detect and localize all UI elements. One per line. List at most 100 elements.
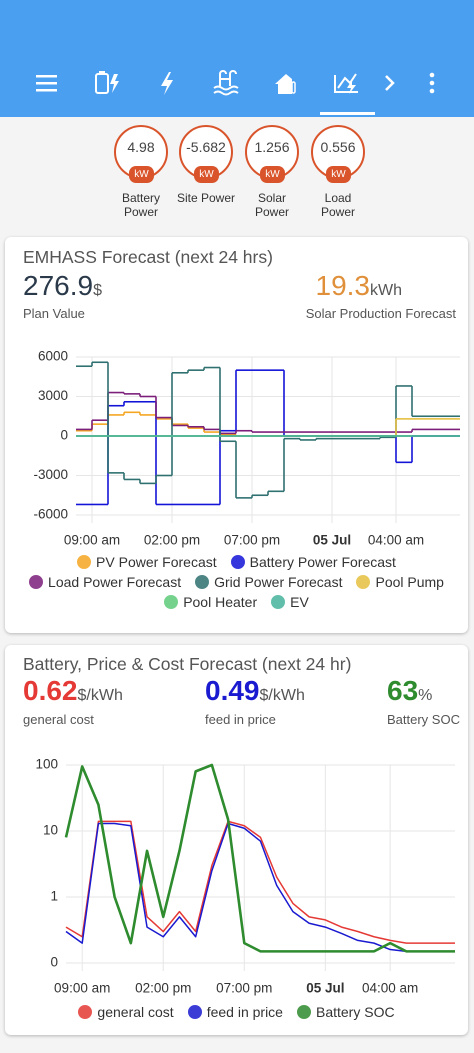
card-title: EMHASS Forecast (next 24 hrs) bbox=[23, 247, 273, 267]
gauge-value: 4.98 bbox=[127, 139, 155, 155]
legend-swatch bbox=[29, 575, 44, 589]
legend-item: Battery Power Forecast bbox=[230, 554, 396, 570]
x-tick-label: 05 Jul bbox=[306, 981, 344, 996]
legend-swatch bbox=[271, 595, 286, 609]
stat-number: 0.49 bbox=[205, 675, 260, 706]
legend-label: Battery SOC bbox=[315, 1004, 395, 1020]
gauge: 4.98 kW Battery Power bbox=[110, 125, 172, 219]
more-tabs-arrow[interactable] bbox=[385, 75, 395, 91]
y-tick-label: 10 bbox=[43, 823, 58, 838]
legend-swatch bbox=[164, 595, 179, 609]
menu-icon[interactable] bbox=[36, 75, 57, 92]
x-tick-label: 07:00 pm bbox=[216, 981, 272, 996]
x-tick-label: 02:00 pm bbox=[135, 981, 191, 996]
gauge-ring[interactable]: 1.256 kW bbox=[245, 125, 299, 183]
y-tick-label: 1 bbox=[50, 889, 58, 904]
legend-item: Pool Pump bbox=[356, 574, 444, 590]
legend-label: Load Power Forecast bbox=[48, 574, 182, 590]
card-title: Battery, Price & Cost Forecast (next 24 … bbox=[23, 654, 352, 674]
solar-value: 19.3kWh bbox=[316, 270, 403, 302]
y-tick-label: -6000 bbox=[33, 507, 68, 522]
legend: PV Power Forecast Battery Power Forecast L… bbox=[15, 554, 458, 610]
gauge-value: -5.682 bbox=[186, 139, 226, 155]
stat-number: 63 bbox=[387, 675, 419, 706]
legend-swatch bbox=[296, 1005, 311, 1019]
y-tick-label: 0 bbox=[60, 428, 68, 443]
legend-item: Load Power Forecast bbox=[29, 574, 181, 590]
gauge-unit: kW bbox=[129, 166, 154, 183]
gauge-unit: kW bbox=[194, 166, 219, 183]
legend-item: Battery SOC bbox=[296, 1004, 395, 1020]
stat-number: 0.62 bbox=[23, 675, 78, 706]
stat-value: 0.49$/kWh bbox=[205, 675, 305, 707]
x-tick-label: 07:00 pm bbox=[224, 533, 280, 548]
x-tick-label: 04:00 am bbox=[362, 981, 418, 996]
stat-unit: $/kWh bbox=[77, 687, 123, 704]
legend-label: Pool Heater bbox=[183, 594, 258, 610]
gauge-value: 1.256 bbox=[254, 139, 290, 155]
pool-tab[interactable] bbox=[213, 70, 239, 96]
legend-label: EV bbox=[290, 594, 309, 610]
gauge-label: Load Power bbox=[320, 191, 355, 219]
y-tick-label: 0 bbox=[50, 955, 58, 970]
active-tab-indicator bbox=[320, 112, 375, 115]
y-tick-label: -3000 bbox=[33, 467, 68, 482]
legend-item: Grid Power Forecast bbox=[195, 574, 342, 590]
home-tab[interactable] bbox=[275, 74, 296, 94]
solar-label: Solar Production Forecast bbox=[305, 306, 456, 321]
series-line bbox=[65, 820, 455, 944]
y-tick-label: 6000 bbox=[38, 349, 68, 364]
gauge-ring[interactable]: -5.682 kW bbox=[179, 125, 233, 183]
gauge-ring[interactable]: 4.98 kW bbox=[114, 125, 168, 183]
legend-label: Pool Pump bbox=[375, 574, 444, 590]
gauge-label: Battery Power bbox=[121, 191, 160, 219]
x-tick-label: 09:00 am bbox=[64, 533, 120, 548]
gauge-label: Solar Power bbox=[254, 191, 289, 219]
solar-unit: kWh bbox=[370, 282, 402, 299]
gauge-unit: kW bbox=[260, 166, 285, 183]
plan-value: 276.9$ bbox=[23, 270, 102, 302]
x-tick-label: 02:00 pm bbox=[144, 533, 200, 548]
legend-swatch bbox=[230, 555, 245, 569]
stat-label: feed in price bbox=[205, 712, 276, 727]
legend-item: Pool Heater bbox=[164, 594, 257, 610]
y-tick-label: 3000 bbox=[38, 388, 68, 403]
gauge: 1.256 kW Solar Power bbox=[241, 125, 303, 219]
power-tab[interactable] bbox=[161, 72, 173, 95]
legend-item: feed in price bbox=[187, 1004, 283, 1020]
legend-item: PV Power Forecast bbox=[77, 554, 217, 570]
gauge: -5.682 kW Site Power bbox=[175, 125, 237, 205]
x-tick-label: 05 Jul bbox=[313, 533, 351, 548]
forecast-tab[interactable] bbox=[334, 73, 358, 94]
x-tick-label: 09:00 am bbox=[54, 981, 110, 996]
legend-label: Battery Power Forecast bbox=[249, 554, 396, 570]
gauge-ring[interactable]: 0.556 kW bbox=[311, 125, 365, 183]
series bbox=[76, 418, 460, 437]
gauge-value: 0.556 bbox=[320, 139, 356, 155]
overflow-menu[interactable] bbox=[429, 72, 435, 94]
tab-icons bbox=[36, 70, 435, 115]
battery-tab[interactable] bbox=[95, 71, 119, 94]
legend-label: Grid Power Forecast bbox=[214, 574, 343, 590]
stat-value: 63% bbox=[387, 675, 432, 707]
series bbox=[76, 369, 460, 506]
legend-swatch bbox=[356, 575, 371, 589]
gauge-unit: kW bbox=[326, 166, 351, 183]
plan-unit: $ bbox=[93, 282, 102, 299]
legend: general cost feed in price Battery SOC bbox=[15, 1004, 458, 1020]
plan-number: 276.9 bbox=[23, 270, 94, 301]
y-tick-label: 100 bbox=[35, 757, 58, 772]
stat-label: general cost bbox=[23, 712, 94, 727]
legend-swatch bbox=[187, 1005, 202, 1019]
stat-unit: % bbox=[418, 687, 433, 704]
plan-label: Plan Value bbox=[23, 306, 85, 321]
series-line bbox=[65, 822, 455, 953]
gauge: 0.556 kW Load Power bbox=[307, 125, 369, 219]
legend-swatch bbox=[77, 555, 92, 569]
x-tick-label: 04:00 am bbox=[368, 533, 424, 548]
stat-value: 0.62$/kWh bbox=[23, 675, 123, 707]
series-line bbox=[64, 763, 455, 953]
legend-label: PV Power Forecast bbox=[96, 554, 217, 570]
